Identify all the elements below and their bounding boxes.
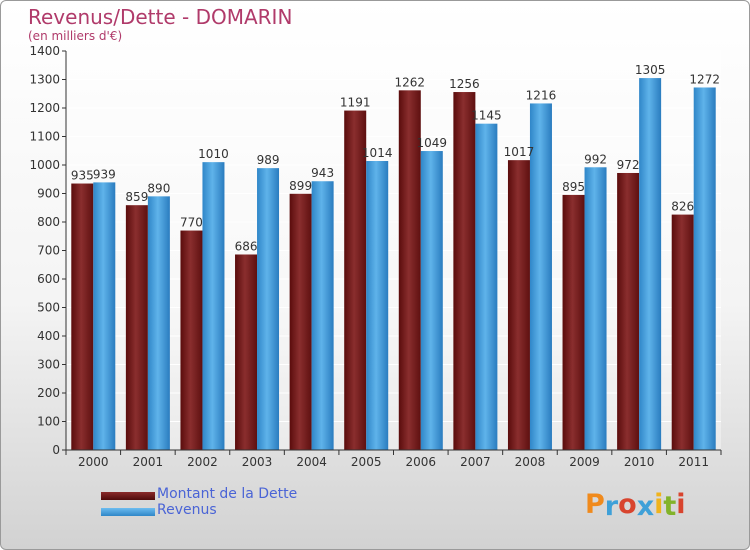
legend-label-debt: Montant de la Dette [157, 486, 298, 502]
bar-revenue [93, 182, 116, 450]
x-tick-label: 2006 [406, 455, 437, 469]
bar-debt [344, 110, 367, 450]
bar-debt [562, 194, 585, 450]
data-label-debt: 1017 [504, 145, 535, 159]
logo-letter: x [636, 491, 655, 522]
chart-title: Revenus/Dette - DOMARIN [28, 5, 293, 29]
bar-debt [507, 160, 530, 450]
data-label-debt: 1191 [340, 96, 371, 110]
data-label-debt: 899 [289, 179, 312, 193]
x-tick-label: 2003 [242, 455, 273, 469]
data-label-debt: 859 [125, 190, 148, 204]
logo-letter: r [604, 491, 619, 522]
data-label-revenue: 1014 [362, 146, 393, 160]
bar-debt [671, 214, 694, 450]
bar-debt [453, 92, 476, 450]
bar-revenue [311, 181, 334, 450]
x-tick-label: 2007 [460, 455, 491, 469]
data-label-debt: 770 [180, 216, 203, 230]
data-label-revenue: 1010 [198, 147, 229, 161]
data-label-revenue: 943 [311, 166, 334, 180]
y-tick-label: 900 [37, 187, 60, 201]
y-tick-label: 600 [37, 272, 60, 286]
logo-letter: P [585, 489, 605, 520]
data-label-debt: 935 [71, 169, 94, 183]
x-tick-label: 2004 [296, 455, 327, 469]
data-label-debt: 826 [671, 200, 694, 214]
data-label-revenue: 1145 [471, 109, 502, 123]
y-tick-label: 500 [37, 301, 60, 315]
data-label-revenue: 1272 [689, 72, 720, 86]
y-tick-label: 1100 [29, 130, 60, 144]
bar-revenue [529, 103, 552, 450]
data-label-revenue: 989 [257, 153, 280, 167]
x-tick-label: 2011 [678, 455, 709, 469]
bar-revenue [639, 78, 662, 450]
bar-debt [125, 205, 148, 450]
legend-swatch-debt [101, 492, 155, 500]
data-label-revenue: 1049 [417, 136, 448, 150]
y-tick-label: 1300 [29, 73, 60, 87]
data-label-revenue: 1305 [635, 63, 666, 77]
y-tick-label: 1400 [29, 44, 60, 58]
data-label-debt: 686 [235, 239, 258, 253]
bar-revenue [420, 151, 443, 450]
bar-debt [235, 254, 258, 450]
bar-debt [398, 90, 421, 450]
bar-revenue [257, 168, 280, 450]
x-tick-label: 2001 [133, 455, 164, 469]
data-label-revenue: 992 [584, 152, 607, 166]
bar-debt [289, 193, 312, 450]
data-label-debt: 895 [562, 180, 585, 194]
y-tick-label: 200 [37, 386, 60, 400]
bar-debt [180, 230, 203, 450]
y-tick-label: 800 [37, 215, 60, 229]
bar-revenue [584, 167, 607, 450]
bar-revenue [147, 196, 170, 450]
logo-letter: t [663, 491, 677, 522]
legend-label-revenue: Revenus [157, 502, 217, 518]
bar-debt [71, 183, 94, 450]
x-tick-label: 2002 [187, 455, 218, 469]
data-label-debt: 1256 [449, 77, 480, 91]
y-tick-label: 100 [37, 415, 60, 429]
data-label-debt: 1262 [395, 75, 426, 89]
y-tick-label: 300 [37, 358, 60, 372]
logo-letter: i [676, 489, 686, 520]
bar-debt [617, 172, 640, 451]
x-tick-label: 2008 [515, 455, 546, 469]
y-tick-label: 0 [52, 443, 60, 457]
y-tick-label: 1200 [29, 101, 60, 115]
data-label-revenue: 939 [93, 167, 116, 181]
x-tick-label: 2000 [78, 455, 109, 469]
proxiti-logo: Proxiti [585, 489, 686, 522]
data-label-revenue: 1216 [526, 88, 557, 102]
x-tick-label: 2009 [569, 455, 600, 469]
y-tick-label: 700 [37, 244, 60, 258]
x-tick-label: 2005 [351, 455, 382, 469]
data-label-revenue: 890 [147, 181, 170, 195]
x-tick-label: 2010 [624, 455, 655, 469]
bar-revenue [366, 161, 389, 450]
y-tick-label: 1000 [29, 158, 60, 172]
bar-revenue [693, 87, 716, 450]
logo-letter: i [654, 489, 664, 520]
bar-revenue [202, 162, 225, 450]
legend-swatch-revenue [101, 508, 155, 516]
bar-revenue [475, 123, 498, 451]
y-tick-label: 400 [37, 329, 60, 343]
data-label-debt: 972 [617, 158, 640, 172]
chart-subtitle: (en milliers d'€) [28, 29, 123, 43]
logo-letter: o [618, 489, 637, 520]
